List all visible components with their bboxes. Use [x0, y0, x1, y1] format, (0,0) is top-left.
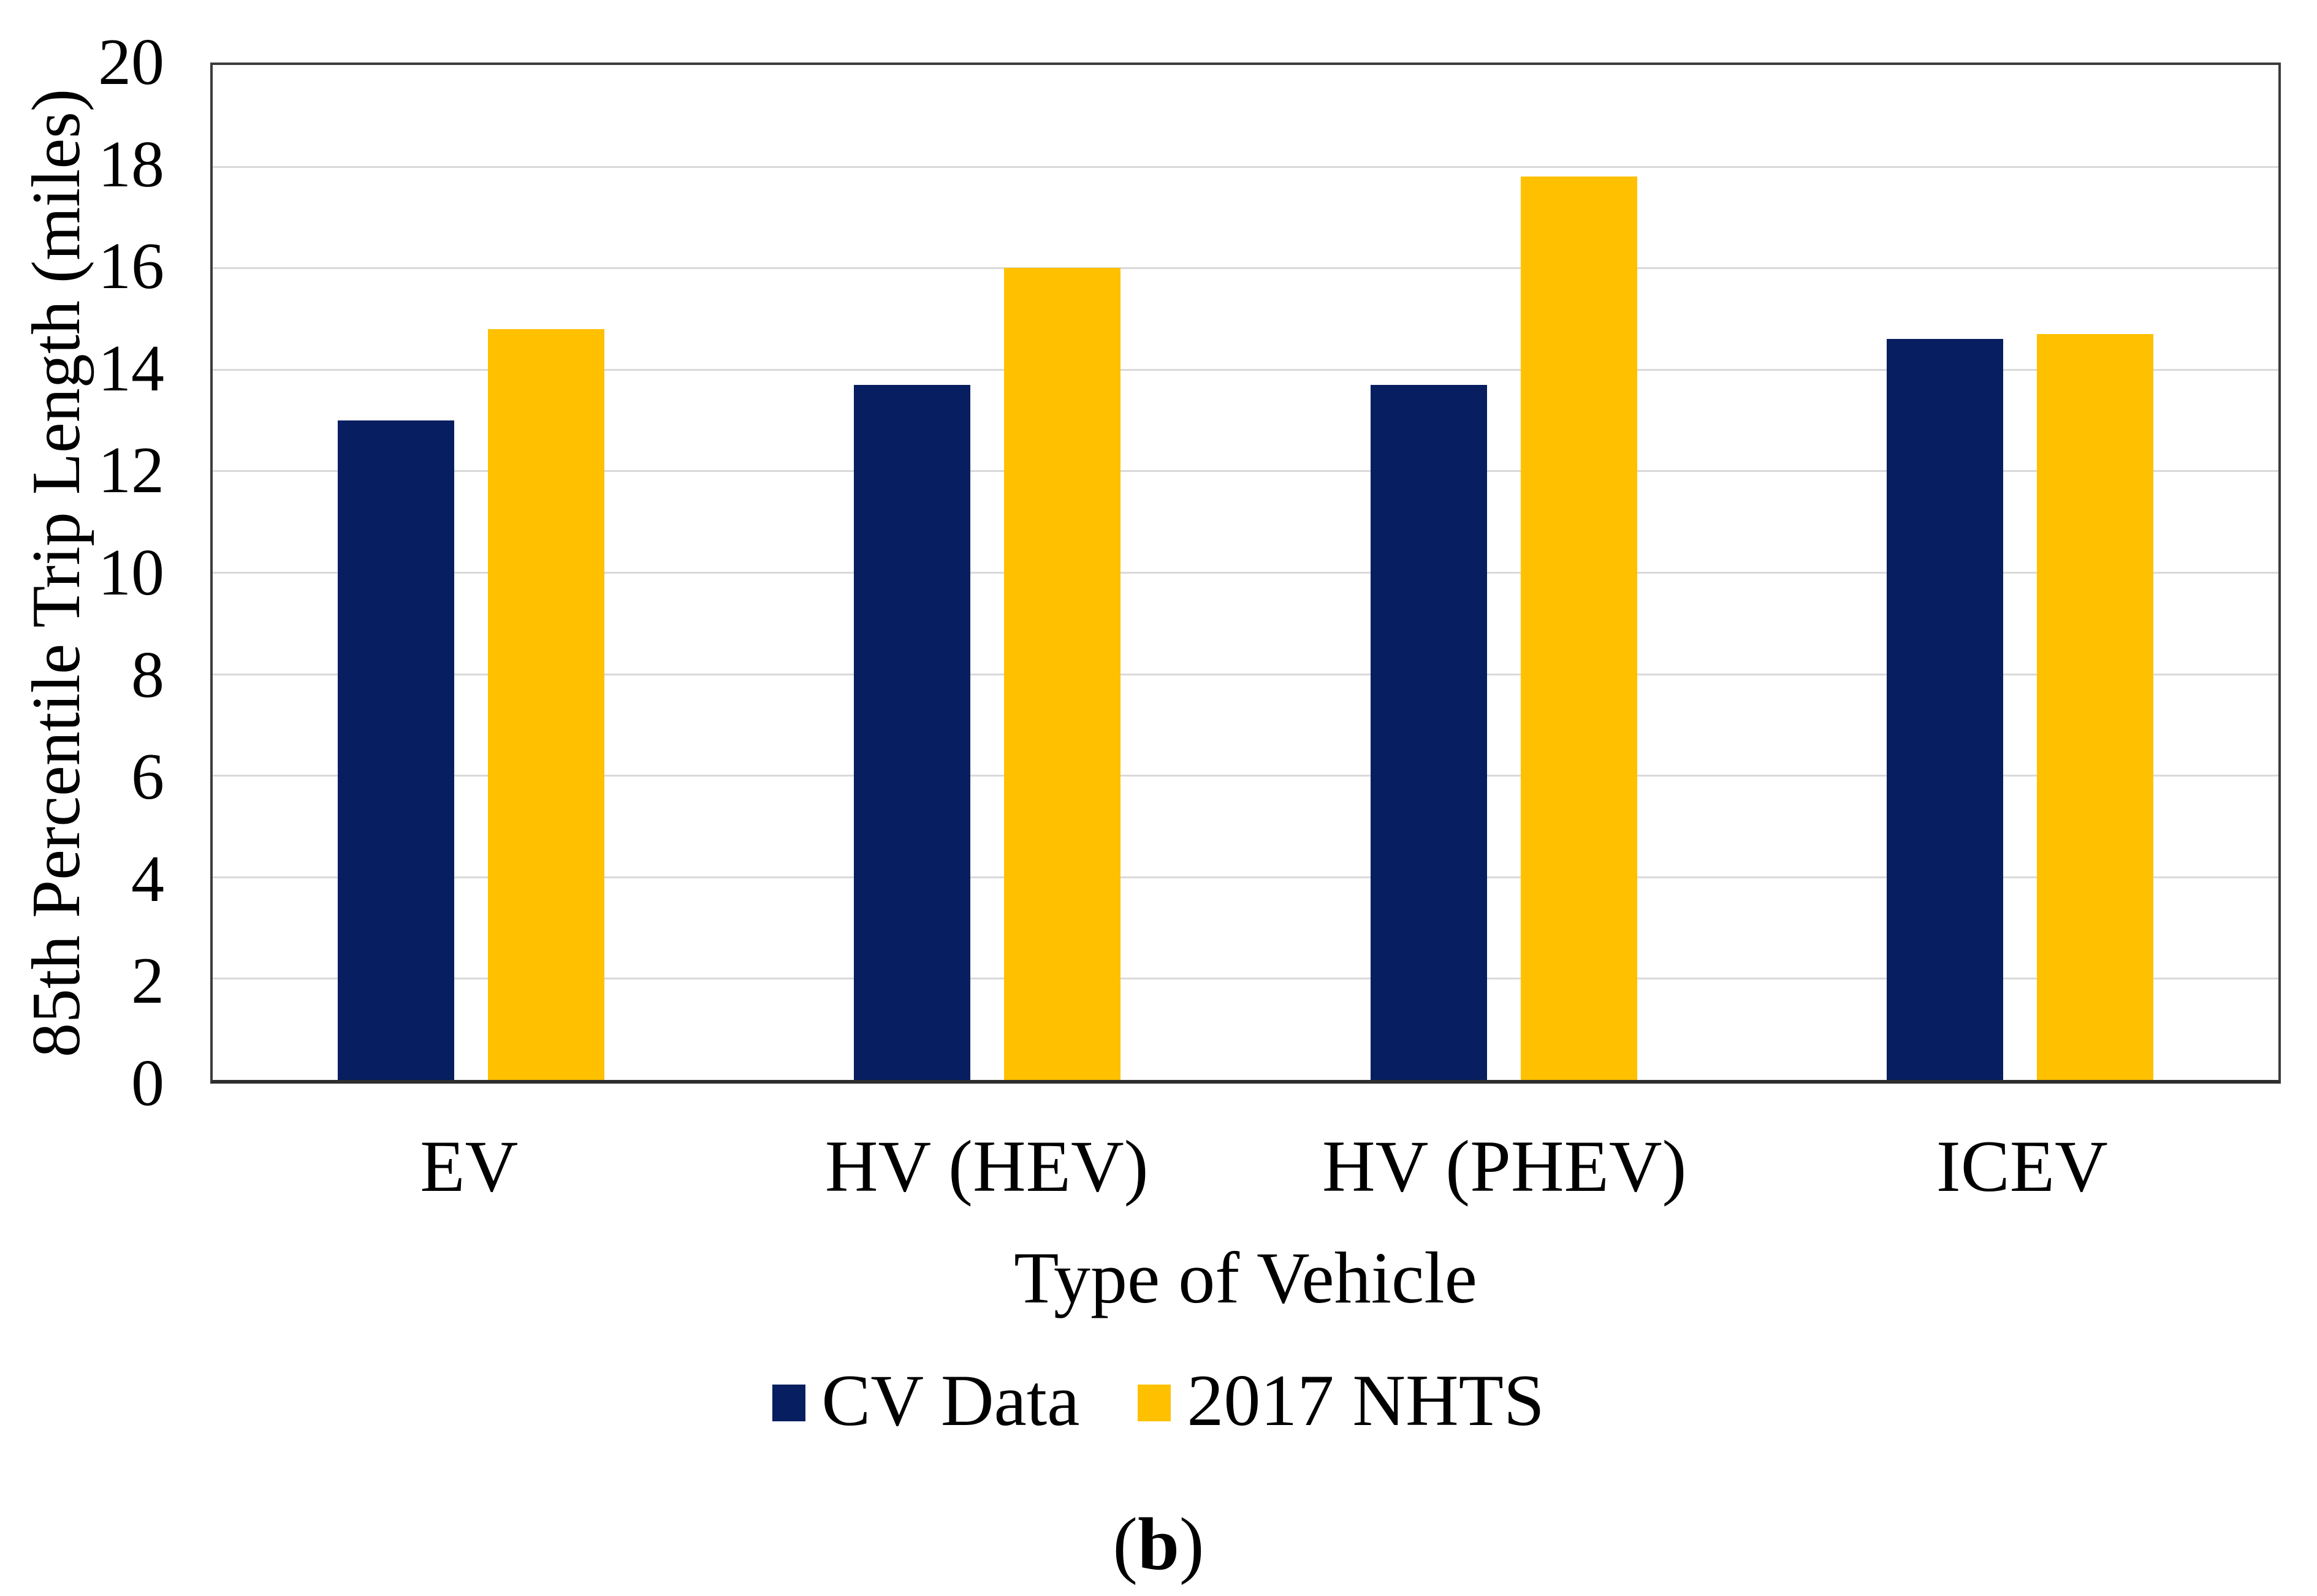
x-category-label: ICEV — [1936, 1125, 2108, 1207]
legend: CV Data 2017 NHTS — [0, 1358, 2317, 1443]
legend-swatch — [772, 1385, 806, 1421]
gridline — [213, 775, 2278, 777]
y-tick-label: 18 — [98, 127, 164, 201]
legend-swatch — [1138, 1385, 1171, 1421]
bar — [487, 329, 604, 1080]
x-category-label: HV (PHEV) — [1322, 1125, 1687, 1207]
gridline — [213, 978, 2278, 980]
plot-area — [210, 63, 2281, 1084]
legend-entry: CV Data — [772, 1358, 1079, 1443]
bar-group-icev — [1762, 65, 2279, 1080]
y-tick-label: 14 — [98, 332, 164, 405]
gridline — [213, 470, 2278, 473]
y-tick-label: 4 — [131, 842, 164, 916]
bar-group-hv-hev — [729, 65, 1246, 1080]
bar — [1004, 268, 1121, 1080]
bar — [1520, 177, 1637, 1080]
bar-group-hv-phev — [1246, 65, 1762, 1080]
y-tick-label: 2 — [131, 944, 164, 1018]
caption-letter: b — [1138, 1503, 1179, 1586]
gridline — [213, 876, 2278, 878]
x-axis-category-labels: EV HV (HEV) HV (PHEV) ICEV — [210, 1127, 2281, 1206]
legend-entry: 2017 NHTS — [1138, 1358, 1545, 1443]
y-tick-label: 20 — [98, 26, 164, 99]
x-category-label: HV (HEV) — [824, 1125, 1149, 1207]
x-axis-title: Type of Vehicle — [1014, 1237, 1477, 1318]
gridline — [213, 572, 2278, 574]
figure-caption: (b) — [0, 1503, 2317, 1586]
gridline — [213, 165, 2278, 168]
bar — [1370, 384, 1487, 1080]
bar — [2037, 333, 2154, 1080]
bar-group-ev — [213, 65, 729, 1080]
y-tick-label: 8 — [131, 638, 164, 712]
gridline — [213, 673, 2278, 675]
caption-paren-close: ) — [1179, 1503, 1204, 1586]
gridline — [213, 267, 2278, 270]
y-tick-label: 6 — [131, 740, 164, 814]
y-tick-label: 0 — [131, 1047, 164, 1120]
y-tick-label: 12 — [98, 434, 164, 507]
x-category-label: EV — [420, 1125, 519, 1207]
legend-label: CV Data — [821, 1359, 1080, 1441]
y-tick-label: 16 — [98, 230, 164, 303]
bar — [854, 384, 971, 1080]
bar — [337, 420, 454, 1080]
caption-paren-open: ( — [1113, 1503, 1138, 1586]
bar — [1887, 339, 2004, 1080]
y-tick-label: 10 — [98, 536, 164, 609]
legend-label: 2017 NHTS — [1187, 1359, 1545, 1441]
gridline — [213, 368, 2278, 371]
